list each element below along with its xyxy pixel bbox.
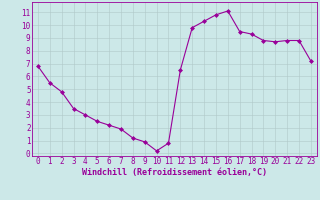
X-axis label: Windchill (Refroidissement éolien,°C): Windchill (Refroidissement éolien,°C)	[82, 168, 267, 177]
